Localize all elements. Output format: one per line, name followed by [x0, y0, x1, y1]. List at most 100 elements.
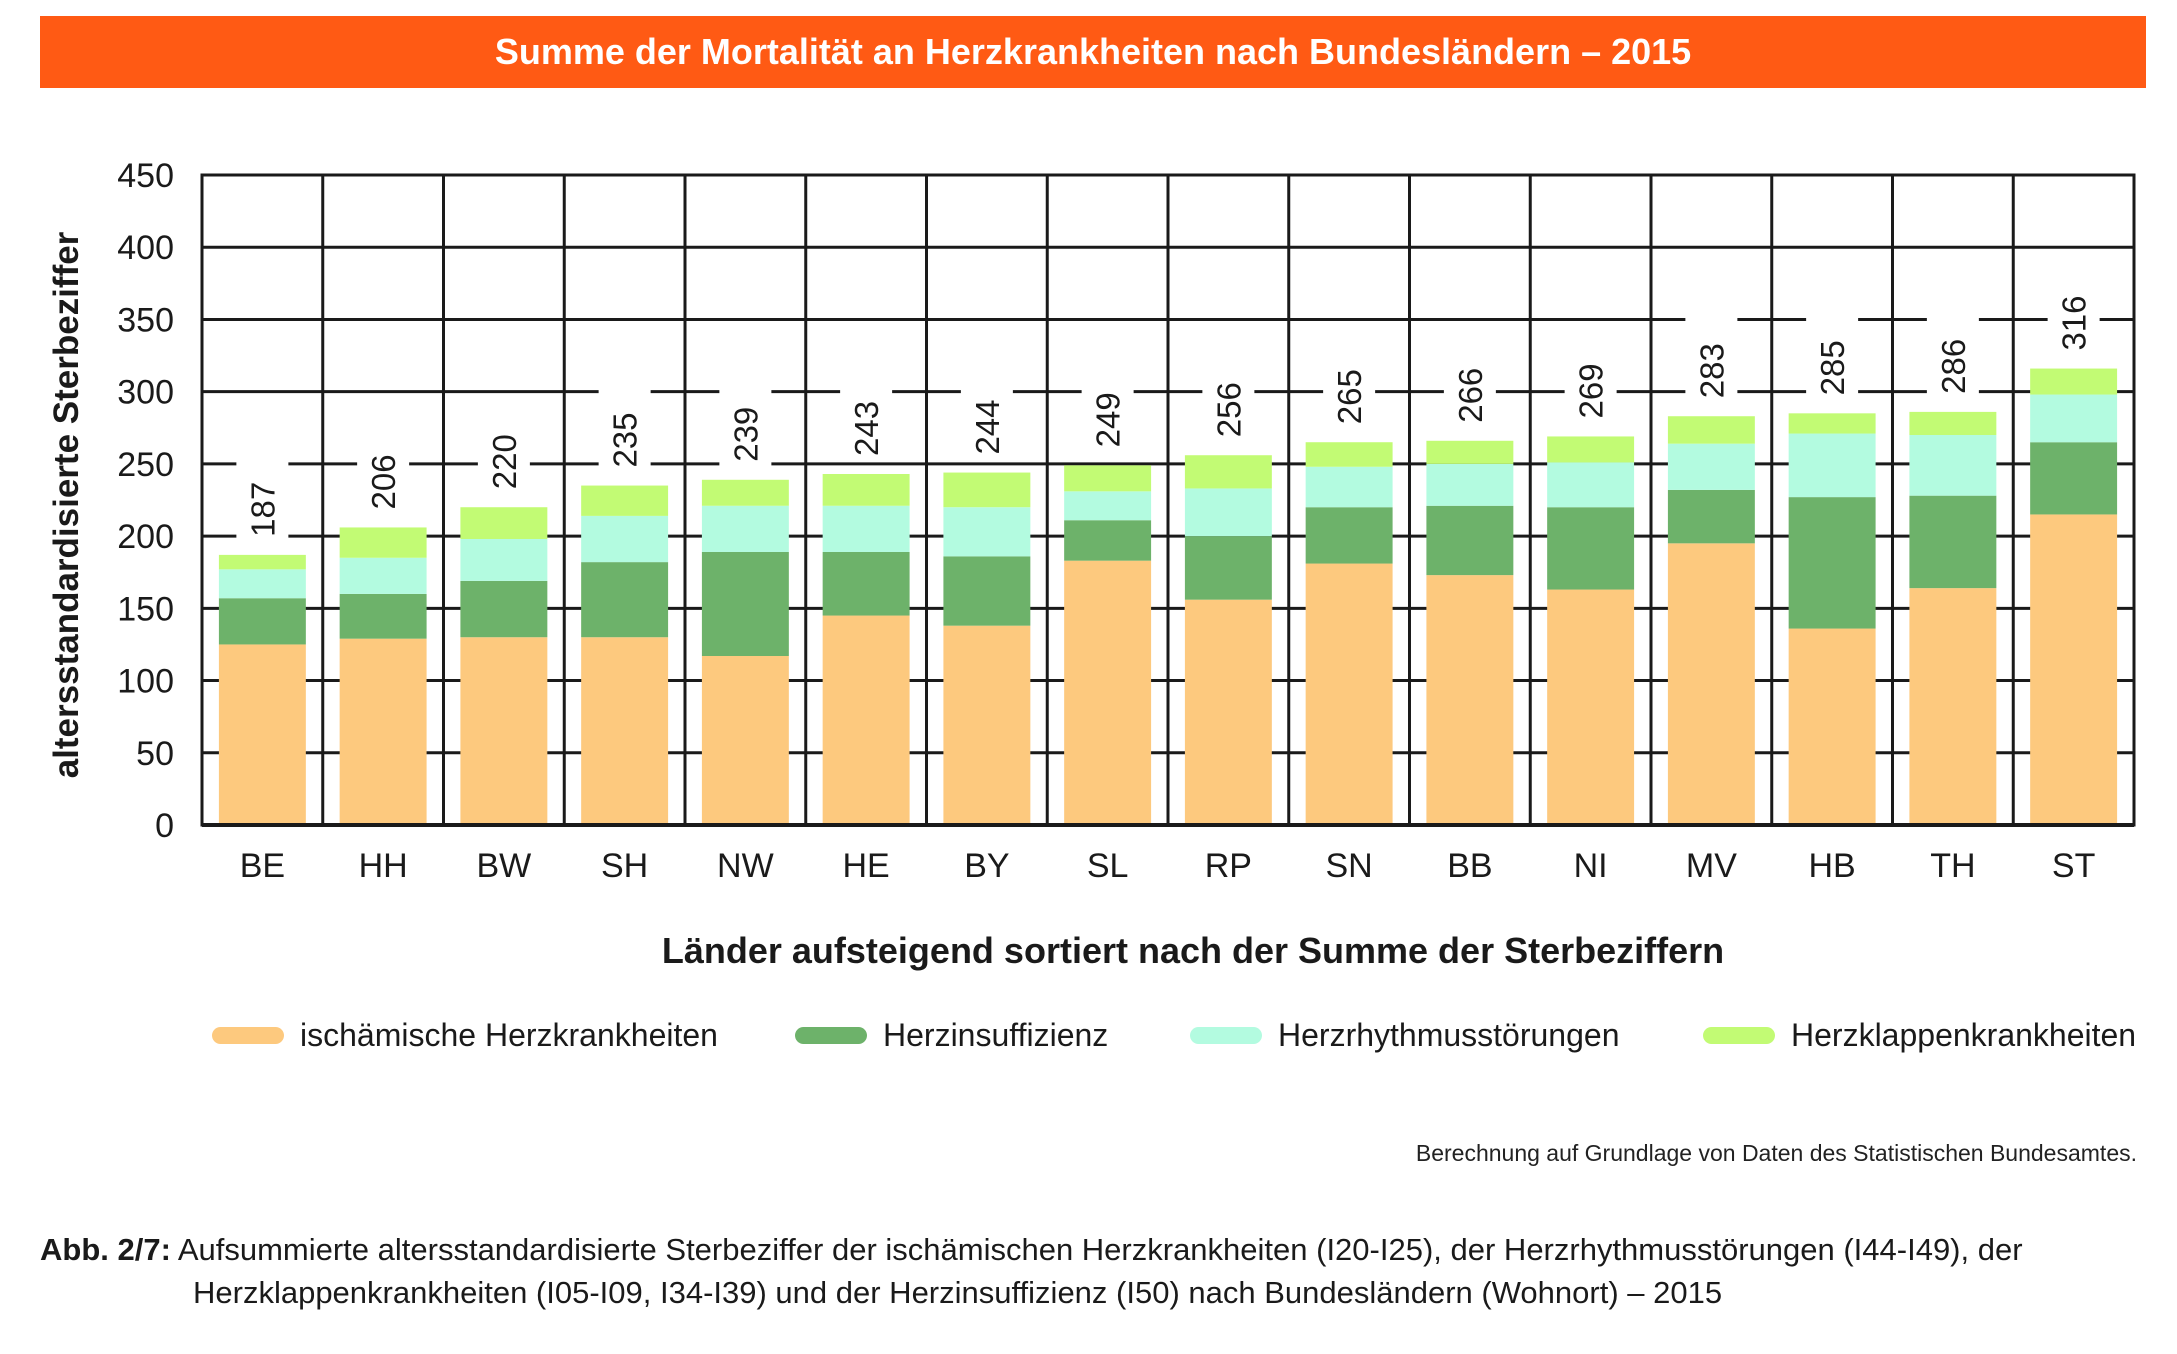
y-tick-label: 0 [155, 807, 174, 845]
bar-segment [822, 552, 910, 616]
bar-segment [1184, 455, 1272, 489]
bar-segment [1788, 628, 1876, 825]
legend-item-ischaemic: ischämische Herzkrankheiten [212, 1010, 718, 1060]
total-label-bg [960, 366, 1013, 459]
total-label-bg [2047, 262, 2100, 355]
total-label-bg [1926, 305, 1979, 398]
x-tick-labels: BE HH BW SH NW HE BY SL RP SN BB NI MV HB TH ST [240, 847, 2096, 885]
bar-segment [218, 644, 306, 825]
total-label: 206 [365, 454, 402, 509]
bar-segment [1064, 491, 1152, 521]
bar-segment [1064, 465, 1152, 492]
bar-segment [943, 625, 1031, 825]
total-label: 243 [848, 401, 885, 456]
bar-segment [1305, 442, 1393, 467]
x-tick-label: BY [964, 847, 1009, 885]
bar-segment [1547, 589, 1635, 825]
total-label-bg [236, 448, 289, 541]
stacked-bar-chart: 187 206 220 235 239 243 244 249 256 265 266 269 283 2… [47, 157, 2136, 971]
caption-line-1: Aufsummierte altersstandardisierte Sterb… [177, 1232, 2023, 1267]
total-label: 249 [1090, 392, 1127, 447]
legend-label: ischämische Herzkrankheiten [300, 1016, 718, 1053]
bar-segment [822, 474, 910, 506]
total-label: 239 [727, 407, 764, 462]
bar-segment [460, 637, 548, 825]
bar-segment [1426, 440, 1514, 464]
bar-segment [943, 556, 1031, 626]
x-tick-label: NI [1574, 847, 1608, 885]
bar-segment [1426, 575, 1514, 825]
y-tick-label: 200 [117, 518, 174, 556]
caption-prefix: Abb. 2/7: [40, 1232, 171, 1267]
y-tick-label: 50 [136, 735, 174, 773]
bar-segment [1547, 436, 1635, 463]
legend-label: Herzrhythmusstörungen [1278, 1016, 1620, 1053]
y-tick-label: 350 [117, 301, 174, 339]
y-tick-labels: 0 50 100 150 200 250 300 350 400 450 [117, 157, 174, 845]
bar-segment [581, 515, 669, 563]
x-tick-label: TH [1930, 847, 1975, 885]
y-tick-label: 450 [117, 157, 174, 195]
bar-segment [822, 615, 910, 825]
legend-label: Herzinsuffizienz [883, 1016, 1109, 1053]
total-label-bg [598, 379, 651, 472]
bar-segment [822, 505, 910, 552]
total-label: 269 [1573, 363, 1610, 418]
bar-segment [2030, 394, 2118, 443]
source-note: Berechnung auf Grundlage von Daten des S… [1415, 1140, 2137, 1166]
x-tick-label: BE [240, 847, 285, 885]
bar-segment [1426, 505, 1514, 576]
bar-segment [339, 593, 427, 639]
total-label: 266 [1452, 368, 1489, 423]
bar-segment [339, 638, 427, 825]
bar-segment [339, 527, 427, 558]
legend-label: Herzklappenkrankheiten [1791, 1016, 2137, 1053]
x-tick-label: ST [2052, 847, 2095, 885]
bar-segment [1305, 466, 1393, 508]
total-label-bg [1323, 336, 1376, 429]
bar-segment [581, 562, 669, 638]
bar-segment [1909, 435, 1997, 496]
bar-segment [701, 656, 789, 825]
total-label-bg [840, 368, 893, 460]
bar-segment [701, 479, 789, 506]
y-tick-label: 400 [117, 229, 174, 267]
total-label: 187 [244, 482, 281, 537]
x-tick-label: BW [476, 847, 531, 885]
plot-frame [200, 173, 2136, 827]
bar-segment [218, 598, 306, 645]
bar-segment [1667, 416, 1755, 444]
bar-segment [1909, 588, 1997, 825]
caption-line-2: Herzklappenkrankheiten (I05-I09, I34-I39… [193, 1275, 1723, 1310]
bars [218, 368, 2118, 825]
x-tick-label: SL [1087, 847, 1129, 885]
bar-segment [1184, 488, 1272, 537]
legend-item-valve: Herzklappenkrankheiten [1703, 1010, 2136, 1060]
total-label-bg [719, 373, 772, 466]
bar-segment [1667, 543, 1755, 825]
bar-segment [339, 557, 427, 594]
x-tick-label: MV [1686, 847, 1737, 885]
total-label: 265 [1331, 369, 1368, 424]
title-bar: Summe der Mortalität an Herzkrankheiten … [40, 16, 2146, 88]
figure-caption: Abb. 2/7: Aufsummierte altersstandardisi… [40, 1228, 2150, 1314]
bar-segment [2030, 368, 2118, 395]
bar-segment [701, 505, 789, 552]
bar-segment [460, 539, 548, 581]
total-label-bg [1685, 310, 1738, 403]
legend-swatch [795, 1026, 867, 1044]
bar-segment [1064, 520, 1152, 561]
total-label: 244 [969, 399, 1006, 454]
total-label: 285 [1814, 340, 1851, 395]
bar-segment [460, 580, 548, 638]
x-tick-label: HE [843, 847, 890, 885]
y-tick-label: 100 [117, 663, 174, 701]
x-tick-label: SH [601, 847, 648, 885]
total-label-bg [1443, 334, 1496, 427]
bar-segment [218, 569, 306, 599]
total-label-bg [1202, 349, 1255, 442]
total-label: 235 [607, 412, 644, 467]
bar-segment [1064, 560, 1152, 825]
total-label-bg [477, 401, 530, 494]
legend-item-arrhythmia: Herzrhythmusstörungen [1190, 1010, 1619, 1060]
